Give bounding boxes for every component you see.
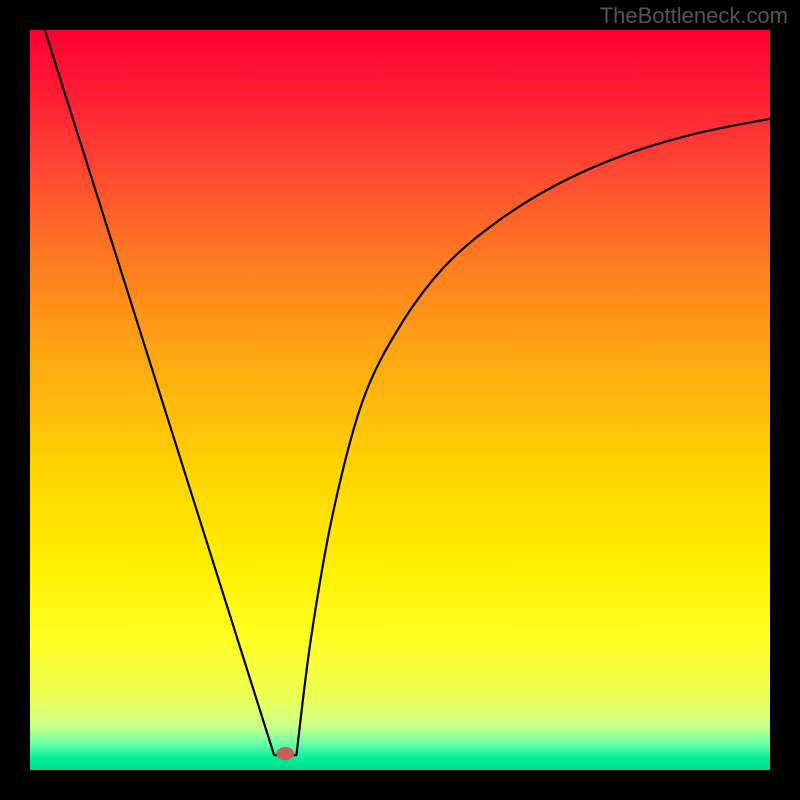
chart-svg [30,30,770,770]
gradient-background [30,30,770,770]
bottleneck-chart [30,30,770,770]
optimal-point-marker [276,747,294,760]
watermark-text: TheBottleneck.com [600,3,788,29]
